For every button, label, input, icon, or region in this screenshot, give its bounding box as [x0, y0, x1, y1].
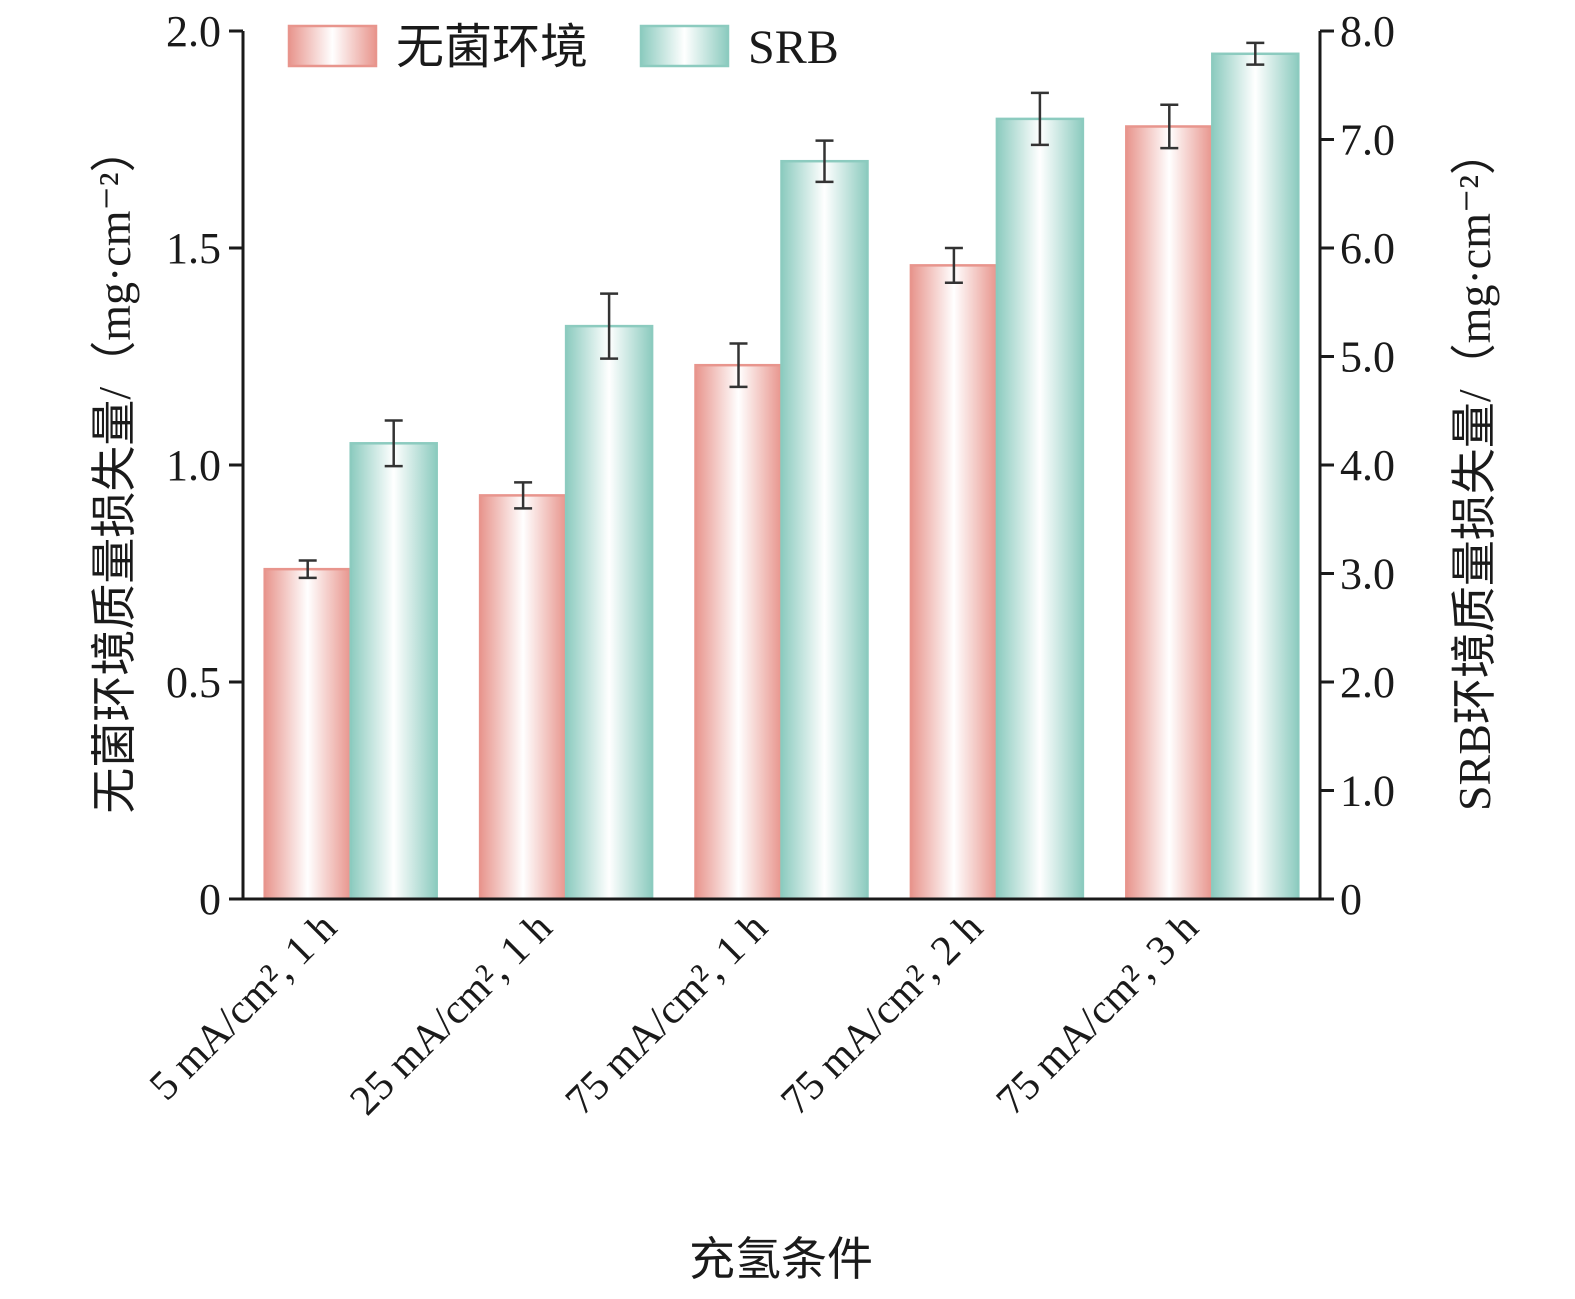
bar	[995, 117, 1085, 901]
x-tick-label: 5 mA/cm², 1 h	[141, 905, 346, 1110]
bar	[1211, 52, 1300, 901]
legend-label: 无菌环境	[396, 21, 588, 74]
bar	[694, 363, 783, 901]
y-right-tick-label: 0	[1340, 875, 1362, 924]
bar	[478, 494, 568, 901]
y-tick-label: 1.0	[166, 441, 221, 490]
y-right-tick-label: 3.0	[1340, 550, 1395, 599]
bar	[1125, 125, 1214, 901]
legend-label: SRB	[748, 21, 839, 74]
bar	[263, 567, 352, 901]
y-right-tick-label: 6.0	[1340, 224, 1395, 273]
y-tick-label: 1.5	[166, 224, 221, 273]
y-axis-title: 无菌环境质量损失量/（mg·cm⁻²）	[89, 126, 140, 813]
y-right-tick-label: 7.0	[1340, 116, 1395, 165]
error-bars-layer	[298, 41, 1265, 580]
bar	[909, 264, 999, 901]
x-tick-label: 75 mA/cm², 3 h	[988, 905, 1208, 1125]
y-right-tick-label: 8.0	[1340, 7, 1395, 56]
legend: 无菌环境 SRB	[287, 21, 839, 74]
bar	[349, 442, 438, 901]
bar	[780, 159, 869, 901]
legend-swatch	[639, 24, 730, 68]
y-right-axis-title: SRB环境质量损失量/（mg·cm⁻²）	[1449, 129, 1500, 811]
y-right-tick-label: 2.0	[1340, 658, 1395, 707]
x-tick-label: 25 mA/cm², 1 h	[342, 905, 562, 1125]
bars-layer	[263, 52, 1300, 901]
y-tick-label: 0	[199, 875, 221, 924]
y-right-tick-label: 1.0	[1340, 767, 1395, 816]
y-right-tick-label: 4.0	[1340, 441, 1395, 490]
legend-swatch	[287, 24, 378, 68]
y-tick-label: 2.0	[166, 7, 221, 56]
bar	[564, 324, 654, 901]
y-right-tick-label: 5.0	[1340, 333, 1395, 382]
x-tick-label: 75 mA/cm², 2 h	[772, 905, 992, 1125]
axes-layer: 0 0.5 1.0 1.5 2.0 0 1.0 2.0 3.0 4.0 5.0 6.0 7.0 8.0	[166, 7, 1395, 924]
y-tick-label: 0.5	[166, 658, 221, 707]
x-tick-label: 75 mA/cm², 1 h	[557, 905, 777, 1125]
x-axis-title: 充氢条件	[689, 1234, 873, 1285]
